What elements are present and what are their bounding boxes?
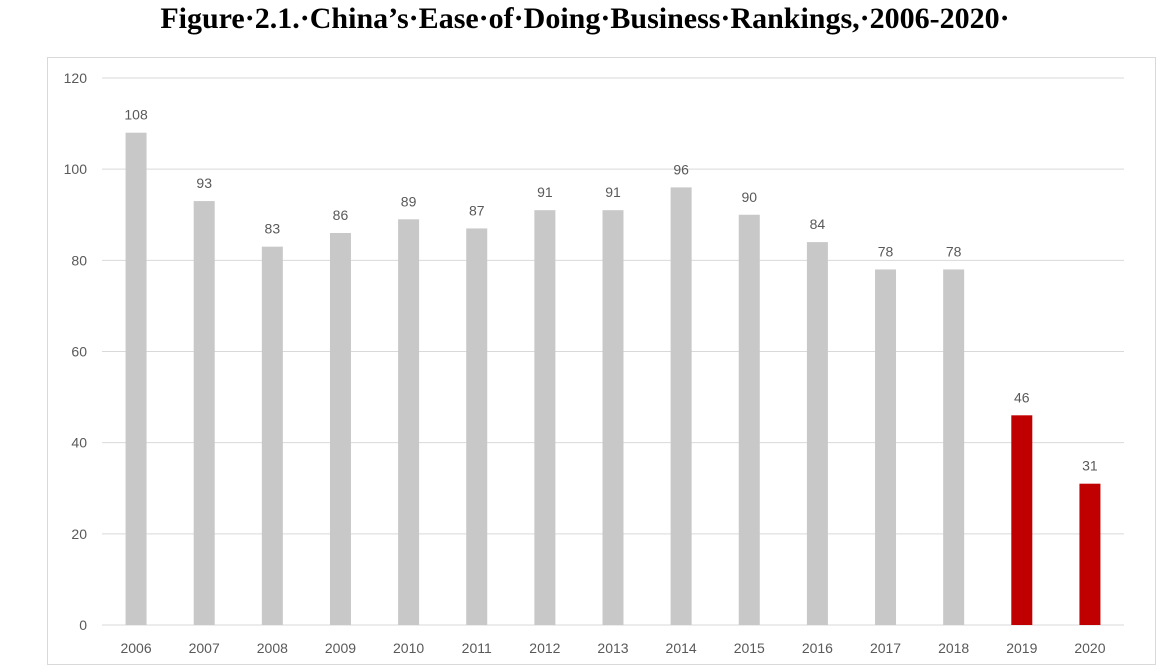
data-label-2010: 89 — [401, 193, 417, 209]
x-tick-label-2007: 2007 — [189, 640, 220, 656]
data-label-2018: 78 — [946, 243, 962, 259]
y-tick-label: 100 — [64, 161, 88, 177]
x-tick-label-2020: 2020 — [1074, 640, 1105, 656]
x-tick-label-2010: 2010 — [393, 640, 424, 656]
y-tick-label: 120 — [64, 70, 88, 86]
y-tick-label: 0 — [79, 617, 87, 633]
x-tick-label-2016: 2016 — [802, 640, 833, 656]
bar-2006 — [125, 132, 147, 625]
figure-title: Figure·2.1.·China’s·Ease·of·Doing·Busine… — [160, 2, 1010, 35]
y-tick-label: 80 — [71, 252, 87, 268]
bar-2009 — [329, 232, 351, 625]
x-tick-label-2014: 2014 — [666, 640, 697, 656]
chart-frame — [47, 57, 1156, 665]
y-tick-label: 60 — [71, 344, 87, 360]
data-labels: 108 93 83 86 89 87 91 91 96 90 84 78 78 46 31 — [124, 107, 1098, 474]
bar-2015 — [738, 214, 760, 625]
bar-2012 — [534, 210, 556, 626]
data-label-2013: 91 — [605, 184, 621, 200]
data-label-2014: 96 — [673, 161, 689, 177]
x-tick-label-2011: 2011 — [462, 640, 492, 656]
x-tick-label-2009: 2009 — [325, 640, 356, 656]
bar-2019 — [1011, 415, 1033, 625]
bar-2007 — [193, 201, 215, 625]
bar-2014 — [670, 187, 692, 625]
bar-2008 — [261, 246, 283, 626]
bar-2018 — [943, 269, 965, 625]
bar-2013 — [602, 210, 624, 626]
data-label-2011: 87 — [469, 202, 485, 218]
x-tick-label-2012: 2012 — [529, 640, 560, 656]
bar-2016 — [806, 242, 828, 625]
data-label-2008: 83 — [265, 221, 281, 237]
data-label-2007: 93 — [196, 175, 212, 191]
data-label-2020: 31 — [1082, 458, 1098, 474]
bar-2017 — [875, 269, 897, 625]
data-label-2019: 46 — [1014, 389, 1030, 405]
bars — [125, 132, 1101, 626]
data-label-2017: 78 — [878, 243, 894, 259]
x-axis-tick-labels: 2006 2007 2008 2009 2010 2011 2012 2013 2014 2015… — [120, 640, 1105, 656]
y-tick-label: 40 — [71, 435, 87, 451]
data-label-2009: 86 — [333, 207, 349, 223]
data-label-2016: 84 — [810, 216, 826, 232]
y-axis-tick-labels: 0 20 40 60 80 100 120 — [64, 70, 88, 633]
bar-2011 — [466, 228, 488, 626]
bar-2020 — [1079, 483, 1101, 625]
x-tick-label-2013: 2013 — [597, 640, 628, 656]
data-label-2015: 90 — [741, 189, 757, 205]
x-tick-label-2006: 2006 — [120, 640, 151, 656]
x-tick-label-2015: 2015 — [734, 640, 765, 656]
bar-2010 — [398, 219, 420, 625]
x-tick-label-2008: 2008 — [257, 640, 288, 656]
data-label-2006: 108 — [124, 107, 148, 123]
x-tick-label-2017: 2017 — [870, 640, 901, 656]
data-label-2012: 91 — [537, 184, 553, 200]
x-tick-label-2018: 2018 — [938, 640, 969, 656]
x-tick-label-2019: 2019 — [1006, 640, 1037, 656]
y-tick-label: 20 — [71, 526, 87, 542]
